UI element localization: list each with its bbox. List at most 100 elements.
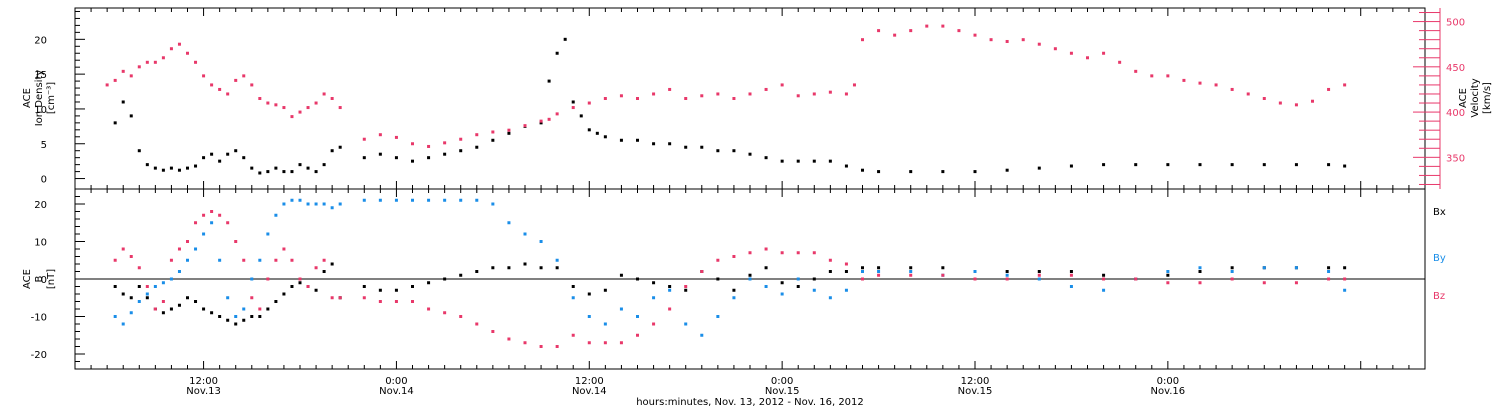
data-point — [941, 266, 945, 270]
data-point — [129, 255, 133, 258]
data-point — [282, 106, 286, 110]
data-point — [290, 285, 294, 288]
x-tick-label-time: 0:00 — [385, 376, 407, 387]
data-point — [218, 315, 222, 318]
data-point — [242, 307, 246, 311]
data-point — [177, 42, 181, 46]
data-point — [1278, 101, 1282, 105]
data-point — [129, 114, 133, 118]
data-point — [587, 101, 591, 105]
data-point — [394, 288, 398, 292]
data-point — [619, 307, 623, 311]
data-point — [194, 300, 198, 303]
legend: Bx By Bz — [1433, 207, 1446, 302]
data-point — [161, 300, 165, 303]
top-left-ytick-label: 10 — [34, 105, 47, 116]
data-point — [700, 145, 704, 149]
data-point — [668, 87, 672, 91]
data-point — [459, 315, 463, 318]
data-point — [636, 333, 639, 337]
data-point — [877, 273, 881, 277]
data-point — [137, 285, 141, 288]
data-point — [290, 170, 294, 174]
data-point — [113, 121, 117, 125]
data-point — [427, 144, 431, 148]
data-point — [748, 251, 752, 255]
data-point — [973, 33, 977, 37]
data-point — [861, 270, 864, 273]
data-point — [161, 281, 165, 285]
data-point — [1102, 163, 1106, 167]
data-point — [1069, 270, 1073, 273]
data-point — [443, 198, 447, 202]
data-point — [290, 198, 294, 202]
data-point — [394, 198, 398, 202]
data-point — [684, 145, 688, 149]
data-point — [764, 285, 768, 288]
data-point — [828, 258, 832, 262]
legend-bz: Bz — [1433, 291, 1445, 302]
data-point — [796, 285, 800, 288]
bottom-left-ylabel-line-2: B — [34, 275, 45, 282]
data-point — [732, 296, 736, 300]
data-point — [844, 262, 848, 266]
data-point — [812, 277, 816, 281]
data-point — [1166, 273, 1170, 277]
data-point — [274, 258, 278, 262]
data-point — [909, 270, 913, 273]
data-point — [234, 149, 238, 153]
data-point — [186, 258, 189, 262]
data-point — [121, 247, 125, 251]
data-point — [1005, 273, 1009, 277]
data-point — [459, 198, 463, 202]
data-point — [748, 92, 752, 96]
data-point — [186, 166, 189, 170]
data-point — [306, 166, 310, 170]
data-point — [587, 292, 591, 296]
data-point — [780, 83, 784, 87]
data-point — [539, 345, 543, 348]
data-point — [129, 74, 133, 78]
top-right-ylabel-line-3: [km/s] — [1482, 82, 1493, 114]
data-point — [603, 288, 607, 292]
data-point — [1069, 51, 1073, 55]
data-point — [475, 270, 479, 273]
data-point — [411, 285, 414, 288]
data-point — [411, 142, 414, 146]
data-point — [459, 137, 463, 141]
data-point — [973, 277, 977, 281]
data-point — [306, 202, 310, 206]
data-point — [234, 322, 238, 326]
data-point — [1294, 281, 1298, 285]
data-point — [1230, 266, 1234, 270]
data-point — [194, 164, 198, 168]
data-point — [877, 266, 881, 270]
data-point — [652, 296, 656, 300]
data-point — [563, 37, 567, 41]
data-point — [603, 341, 607, 345]
data-point — [861, 38, 864, 42]
data-point — [587, 315, 591, 318]
data-point — [539, 240, 543, 243]
data-point — [137, 149, 141, 153]
data-point — [202, 307, 206, 311]
data-point — [194, 221, 198, 225]
data-point — [1166, 270, 1170, 273]
data-point — [571, 333, 575, 337]
data-point — [1343, 288, 1347, 292]
data-point — [1102, 51, 1106, 55]
top-right-ytick-label: 400 — [1446, 108, 1465, 119]
data-point — [290, 115, 294, 119]
data-point — [764, 87, 768, 91]
data-point — [547, 117, 551, 121]
top-left-ylabel-line-2: Ion Density — [34, 70, 45, 127]
data-point — [362, 285, 366, 288]
data-point — [780, 159, 784, 163]
data-point — [1230, 87, 1234, 91]
data-point — [555, 345, 559, 348]
data-point — [668, 307, 672, 311]
bottom-left-ytick-label: 20 — [34, 200, 47, 211]
data-point — [748, 277, 752, 281]
data-point — [274, 166, 278, 170]
